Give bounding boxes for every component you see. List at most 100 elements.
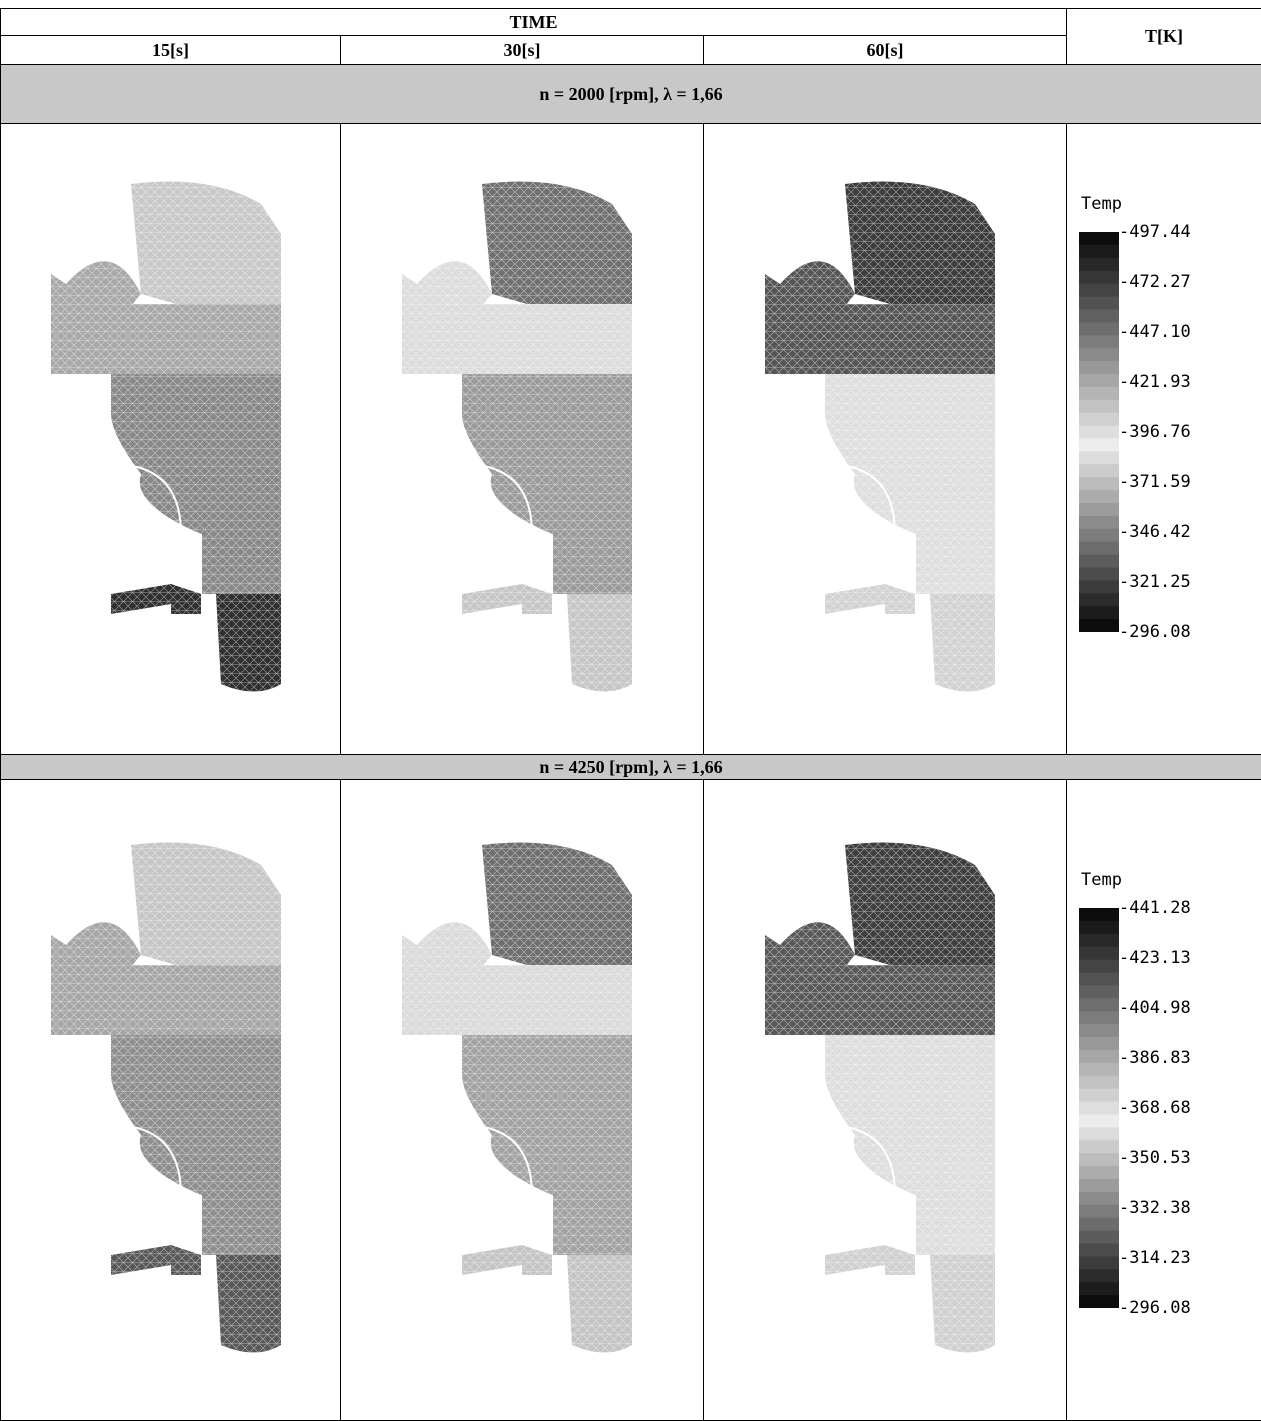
legend-tick-label: -423.13 [1119, 950, 1191, 967]
colorbar-band [1079, 1179, 1119, 1193]
colorbar-band [1079, 973, 1119, 987]
temperature-header: T[K] [1067, 9, 1261, 65]
colorbar-band [1079, 503, 1119, 516]
colorbar-band [1079, 490, 1119, 504]
colorbar-band [1079, 580, 1119, 594]
colorbar-band [1079, 477, 1119, 491]
legend-box: Temp -441.28-423.13-404.98-386.83-368.68… [1067, 870, 1257, 1420]
colorbar-band [1079, 542, 1119, 556]
colorbar-band [1079, 387, 1119, 401]
fem-plot-2000-60s [704, 124, 1067, 755]
colorbar-band [1079, 309, 1119, 323]
colorbar-band [1079, 1243, 1119, 1257]
colorbar-band [1079, 245, 1119, 259]
colorbar-band [1079, 1102, 1119, 1116]
colorbar-band [1079, 284, 1119, 298]
fem-mesh [51, 182, 281, 692]
row-label-4250rpm: n = 4250 [rpm], λ = 1,66 [1, 755, 1261, 780]
legend-tick-label: -314.23 [1119, 1250, 1191, 1267]
colorbar-band [1079, 451, 1119, 465]
fem-plot-4250-30s [341, 780, 704, 1421]
colorbar-band [1079, 998, 1119, 1012]
colorbar-band [1079, 1231, 1119, 1245]
legend-4250rpm: Temp -441.28-423.13-404.98-386.83-368.68… [1067, 780, 1261, 1421]
colorbar-band [1079, 426, 1119, 440]
colorbar-band [1079, 348, 1119, 362]
colorbar-band [1079, 529, 1119, 543]
colorbar-band [1079, 606, 1119, 620]
colorbar-band [1079, 258, 1119, 272]
colorbar-band [1079, 555, 1119, 569]
legend-tick-label: -346.42 [1119, 524, 1191, 541]
colorbar-band [1079, 361, 1119, 375]
colorbar [1079, 232, 1119, 632]
fem-mesh [51, 843, 281, 1353]
colorbar-band [1079, 921, 1119, 935]
colorbar-band [1079, 374, 1119, 388]
time-col-30s: 30[s] [341, 36, 704, 65]
colorbar-band [1079, 1127, 1119, 1141]
piston-model [765, 843, 995, 1353]
colorbar-band [1079, 1166, 1119, 1180]
fem-plot-4250-60s [704, 780, 1067, 1421]
time-col-60s: 60[s] [704, 36, 1067, 65]
colorbar-band [1079, 985, 1119, 999]
legend-tick-label: -386.83 [1119, 1050, 1191, 1067]
colorbar-band [1079, 1282, 1119, 1296]
fem-plot-4250-15s [1, 780, 341, 1421]
colorbar-band [1079, 1037, 1119, 1051]
colorbar-band [1079, 297, 1119, 311]
piston-model [402, 182, 632, 692]
colorbar-band [1079, 1063, 1119, 1077]
piston-model [51, 843, 281, 1353]
colorbar-band [1079, 1050, 1119, 1064]
colorbar-band [1079, 1153, 1119, 1167]
colorbar-band [1079, 947, 1119, 961]
time-header: TIME [1, 9, 1067, 36]
row-label-2000rpm: n = 2000 [rpm], λ = 1,66 [1, 65, 1261, 124]
colorbar-band [1079, 1024, 1119, 1038]
legend-tick-label: -404.98 [1119, 1000, 1191, 1017]
colorbar-band [1079, 593, 1119, 607]
colorbar-band [1079, 1076, 1119, 1090]
legend-tick-label: -497.44 [1119, 224, 1191, 241]
fem-plot-2000-15s [1, 124, 341, 755]
legend-tick-label: -350.53 [1119, 1150, 1191, 1167]
colorbar-band [1079, 1295, 1119, 1308]
colorbar-band [1079, 1140, 1119, 1154]
legend-tick-label: -396.76 [1119, 424, 1191, 441]
piston-model [765, 182, 995, 692]
colorbar-band [1079, 232, 1119, 246]
legend-title: Temp [1081, 870, 1257, 890]
colorbar-band [1079, 908, 1119, 922]
colorbar-band [1079, 413, 1119, 427]
colorbar-band [1079, 335, 1119, 349]
results-table: TIME T[K] 15[s] 30[s] 60[s] n = 2000 [rp… [0, 8, 1261, 1421]
colorbar-band [1079, 1011, 1119, 1025]
colorbar-band [1079, 934, 1119, 948]
fem-plot-2000-30s [341, 124, 704, 755]
legend-tick-label: -321.25 [1119, 574, 1191, 591]
fem-mesh [765, 182, 995, 692]
colorbar-band [1079, 1218, 1119, 1232]
legend-tick-label: -296.08 [1119, 1300, 1191, 1317]
legend-tick-label: -371.59 [1119, 474, 1191, 491]
piston-model [51, 182, 281, 692]
colorbar-band [1079, 1256, 1119, 1270]
legend-tick-label: -296.08 [1119, 624, 1191, 641]
colorbar-band [1079, 567, 1119, 581]
fem-mesh [402, 182, 632, 692]
fem-mesh [402, 843, 632, 1353]
colorbar-band [1079, 400, 1119, 414]
colorbar-band [1079, 1089, 1119, 1103]
image-row-2000rpm: Temp -497.44-472.27-447.10-421.93-396.76… [1, 124, 1261, 755]
colorbar-band [1079, 438, 1119, 452]
time-col-15s: 15[s] [1, 36, 341, 65]
legend-tick-label: -441.28 [1119, 900, 1191, 917]
colorbar-band [1079, 464, 1119, 478]
colorbar-band [1079, 960, 1119, 974]
legend-tick-label: -447.10 [1119, 324, 1191, 341]
legend-title: Temp [1081, 194, 1257, 214]
colorbar-band [1079, 322, 1119, 336]
legend-tick-label: -332.38 [1119, 1200, 1191, 1217]
